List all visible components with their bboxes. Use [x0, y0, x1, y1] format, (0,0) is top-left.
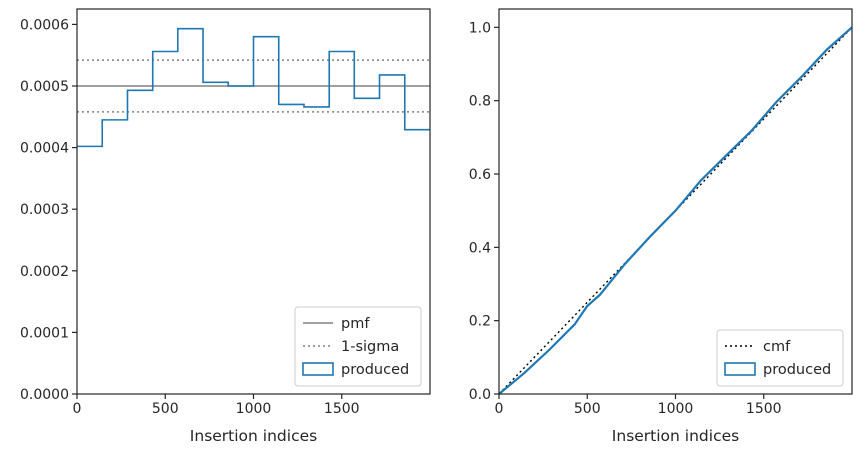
x-tick-label: 500: [574, 401, 601, 417]
x-tick-label: 1500: [324, 401, 360, 417]
y-tick-label: 0.0000: [20, 387, 69, 403]
x-tick-label: 0: [73, 401, 82, 417]
histogram-step-produced: [77, 27, 430, 148]
legend-box: [294, 306, 422, 387]
y-tick-label: 0.0: [469, 387, 491, 403]
y-tick-label: 0.0003: [20, 202, 69, 218]
y-tick-label: 0.0001: [20, 325, 69, 341]
x-axis-label: Insertion indices: [190, 427, 317, 445]
x-axis-label: Insertion indices: [612, 427, 739, 445]
legend-swatch-produced: [724, 362, 756, 376]
y-tick-label: 0.6: [469, 167, 491, 183]
legend-label: cmf: [763, 339, 791, 355]
legend-label: produced: [763, 362, 831, 378]
y-tick-label: 0.2: [469, 314, 491, 330]
x-tick-label: 1000: [658, 401, 694, 417]
x-tick-label: 1000: [236, 401, 272, 417]
line-series-produced: [498, 26, 853, 395]
y-tick-label: 0.0006: [20, 17, 69, 33]
legend-label: 1-sigma: [341, 339, 399, 355]
y-tick-label: 0.8: [469, 94, 491, 110]
legend-swatch-produced: [302, 362, 334, 376]
cdf-panel: 0 500 1000 1500 0.0 0.2 0.4 0.6 0.8 1.0 Insertion …: [469, 8, 853, 445]
y-tick-label: 1.0: [469, 20, 491, 36]
histogram-panel: 0 500 1000 1500 0.0000 0.0001 0.0002 0.0003 0.00…: [20, 8, 431, 445]
y-tick-label: 0.0005: [20, 79, 69, 95]
y-tick-label: 0.0002: [20, 264, 69, 280]
x-tick-label: 1500: [746, 401, 782, 417]
x-tick-label: 0: [495, 401, 504, 417]
x-tick-label: 500: [152, 401, 179, 417]
y-tick-label: 0.0004: [20, 141, 69, 157]
legend: cmf produced: [716, 329, 844, 387]
legend-box: [716, 329, 844, 387]
y-tick-label: 0.4: [469, 240, 491, 256]
legend: pmf 1-sigma produced: [294, 306, 422, 387]
legend-label: produced: [341, 362, 409, 378]
legend-label: pmf: [341, 316, 370, 332]
